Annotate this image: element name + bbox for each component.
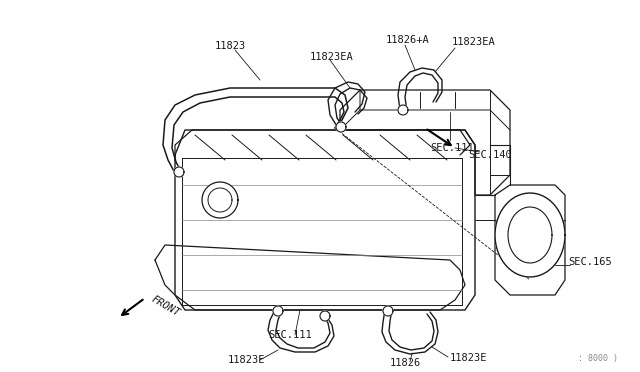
Text: FRONT: FRONT [150, 294, 182, 318]
Text: SEC.111: SEC.111 [268, 330, 312, 340]
Polygon shape [398, 105, 408, 115]
Polygon shape [320, 311, 330, 321]
Text: 11826: 11826 [390, 358, 421, 368]
Text: 11823E: 11823E [450, 353, 488, 363]
Text: : 8000 ): : 8000 ) [578, 353, 618, 362]
Text: 11826+A: 11826+A [386, 35, 429, 45]
Text: 11823E: 11823E [228, 355, 266, 365]
Text: 11823: 11823 [215, 41, 246, 51]
Polygon shape [174, 167, 184, 177]
Text: 11823EA: 11823EA [452, 37, 496, 47]
Text: SEC.165: SEC.165 [568, 257, 612, 267]
Polygon shape [495, 193, 565, 277]
Polygon shape [336, 122, 346, 132]
Polygon shape [273, 306, 283, 316]
Text: SEC.111: SEC.111 [430, 143, 474, 153]
Text: 11823EA: 11823EA [310, 52, 354, 62]
Polygon shape [383, 306, 393, 316]
Polygon shape [202, 182, 238, 218]
Text: SEC.140: SEC.140 [468, 150, 512, 160]
